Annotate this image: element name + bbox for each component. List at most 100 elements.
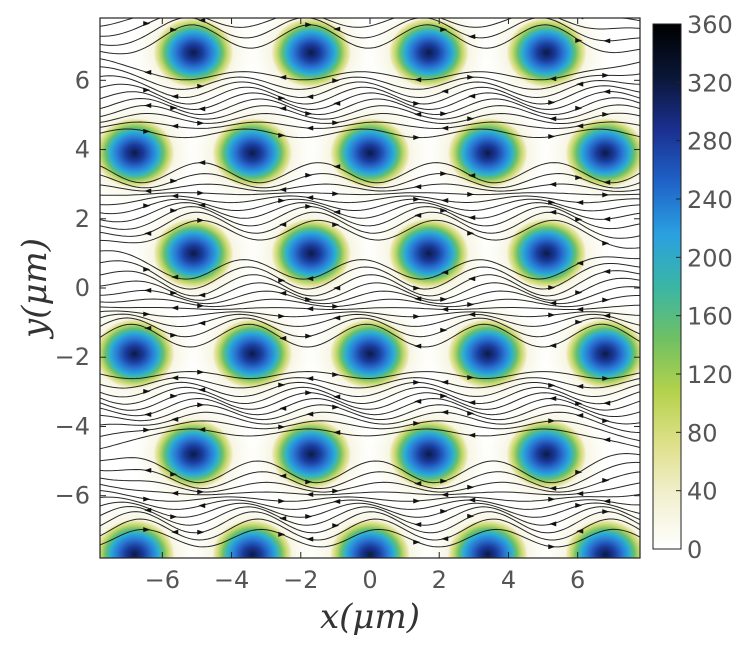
streamline-arrow: [170, 208, 178, 214]
streamline: [100, 313, 640, 328]
heatmap-peak: [563, 317, 640, 391]
heatmap-peak: [151, 217, 235, 290]
heatmap-peak: [505, 18, 589, 89]
streamline-arrow: [171, 529, 179, 535]
heatmap-peak: [446, 317, 530, 391]
streamline-arrow: [468, 400, 476, 406]
streamline: [100, 505, 640, 526]
streamline-arrow: [467, 74, 475, 80]
streamline-arrow: [332, 120, 340, 126]
streamline-arrow: [170, 471, 178, 477]
streamline-arrow: [305, 514, 313, 520]
streamline-arrow: [576, 199, 584, 205]
streamline-arrow: [603, 437, 611, 443]
heatmap-peak: [269, 18, 353, 89]
streamline-arrow: [414, 343, 422, 349]
streamline-arrow: [171, 123, 179, 129]
streamline-arrow: [170, 393, 178, 399]
y-tick-label: 2: [75, 205, 90, 233]
streamline-arrow: [305, 479, 313, 485]
streamline-arrow: [549, 209, 557, 215]
streamline-arrow: [468, 93, 476, 99]
colorbar-tick-label: 240: [687, 186, 733, 214]
streamline-arrow: [279, 473, 287, 479]
streamline: [100, 121, 640, 130]
streamline-arrow: [575, 400, 583, 406]
streamline-arrow: [198, 320, 206, 326]
streamline-arrow: [548, 199, 556, 205]
streamline-arrow: [603, 38, 611, 44]
streamline-arrow: [171, 490, 179, 496]
streamline-arrow: [467, 484, 475, 490]
streamline-arrow: [332, 404, 340, 410]
streamline-arrow: [603, 179, 611, 185]
streamline-arrow: [548, 496, 556, 502]
streamline-arrow: [468, 432, 476, 438]
streamline-arrow: [548, 312, 556, 318]
y-axis-label: y(μm): [15, 238, 55, 340]
streamline: [100, 206, 640, 230]
streamline: [100, 471, 640, 493]
streamline-arrow: [575, 290, 583, 296]
streamline-arrow: [171, 305, 179, 311]
streamline-arrow: [305, 204, 313, 210]
heatmap-peak: [563, 518, 640, 558]
streamline-arrow: [602, 418, 610, 424]
x-tick-label: 6: [570, 566, 585, 594]
streamline-arrow: [305, 390, 313, 396]
streamline-arrow: [170, 178, 178, 184]
streamline: [100, 277, 640, 301]
streamline: [100, 162, 640, 184]
streamline-arrow: [197, 303, 205, 309]
streamline-arrow: [279, 187, 287, 193]
heatmap-peak: [328, 317, 412, 391]
streamline-arrow: [305, 111, 313, 117]
streamline-arrow: [332, 191, 340, 197]
streamline-arrow: [548, 418, 556, 424]
streamline-arrow: [306, 276, 314, 282]
streamline-arrow: [333, 100, 341, 106]
streamline-arrow: [576, 413, 584, 419]
streamline: [100, 90, 640, 111]
y-tick-label: −6: [55, 482, 90, 510]
streamline: [100, 24, 640, 55]
streamline-arrow: [576, 383, 584, 389]
streamline: [100, 428, 640, 450]
streamline-arrow: [467, 230, 475, 236]
heatmap-peak: [387, 217, 471, 290]
streamline-arrow: [468, 276, 476, 282]
streamline-arrow: [467, 375, 475, 381]
streamline: [100, 511, 640, 534]
streamline-arrow: [306, 536, 314, 542]
heatmap-peak: [100, 518, 177, 558]
streamline-arrow: [440, 296, 448, 302]
streamline: [100, 58, 640, 81]
streamline-arrow: [575, 469, 583, 475]
colorbar-tick-label: 280: [687, 128, 733, 156]
streamline-arrow: [467, 116, 475, 122]
streamline-arrow: [143, 527, 151, 533]
heatmap-peak: [446, 116, 530, 190]
x-axis-label: x(μm): [320, 597, 420, 637]
streamline-arrow: [197, 83, 205, 89]
heatmap-peak: [387, 417, 471, 491]
streamline-arrow: [306, 375, 314, 381]
streamline: [100, 270, 640, 297]
streamline-arrow: [278, 531, 286, 537]
streamline-arrow: [198, 292, 206, 298]
colorbar-gradient: [652, 23, 682, 550]
streamline-arrow: [575, 319, 583, 325]
streamline-arrow: [414, 398, 422, 404]
streamline-arrow: [333, 164, 341, 170]
streamline-arrow: [306, 125, 314, 131]
colorbar-tick-label: 0: [687, 536, 702, 564]
streamline: [100, 66, 640, 90]
streamline-arrow: [143, 388, 151, 394]
streamline-arrow: [413, 135, 421, 141]
streamline-arrow: [144, 188, 152, 194]
x-tick-label: 2: [432, 566, 447, 594]
streamline: [100, 250, 640, 280]
streamline-arrow: [603, 268, 611, 274]
streamline-arrow: [414, 481, 422, 487]
streamline-arrow: [197, 489, 205, 495]
